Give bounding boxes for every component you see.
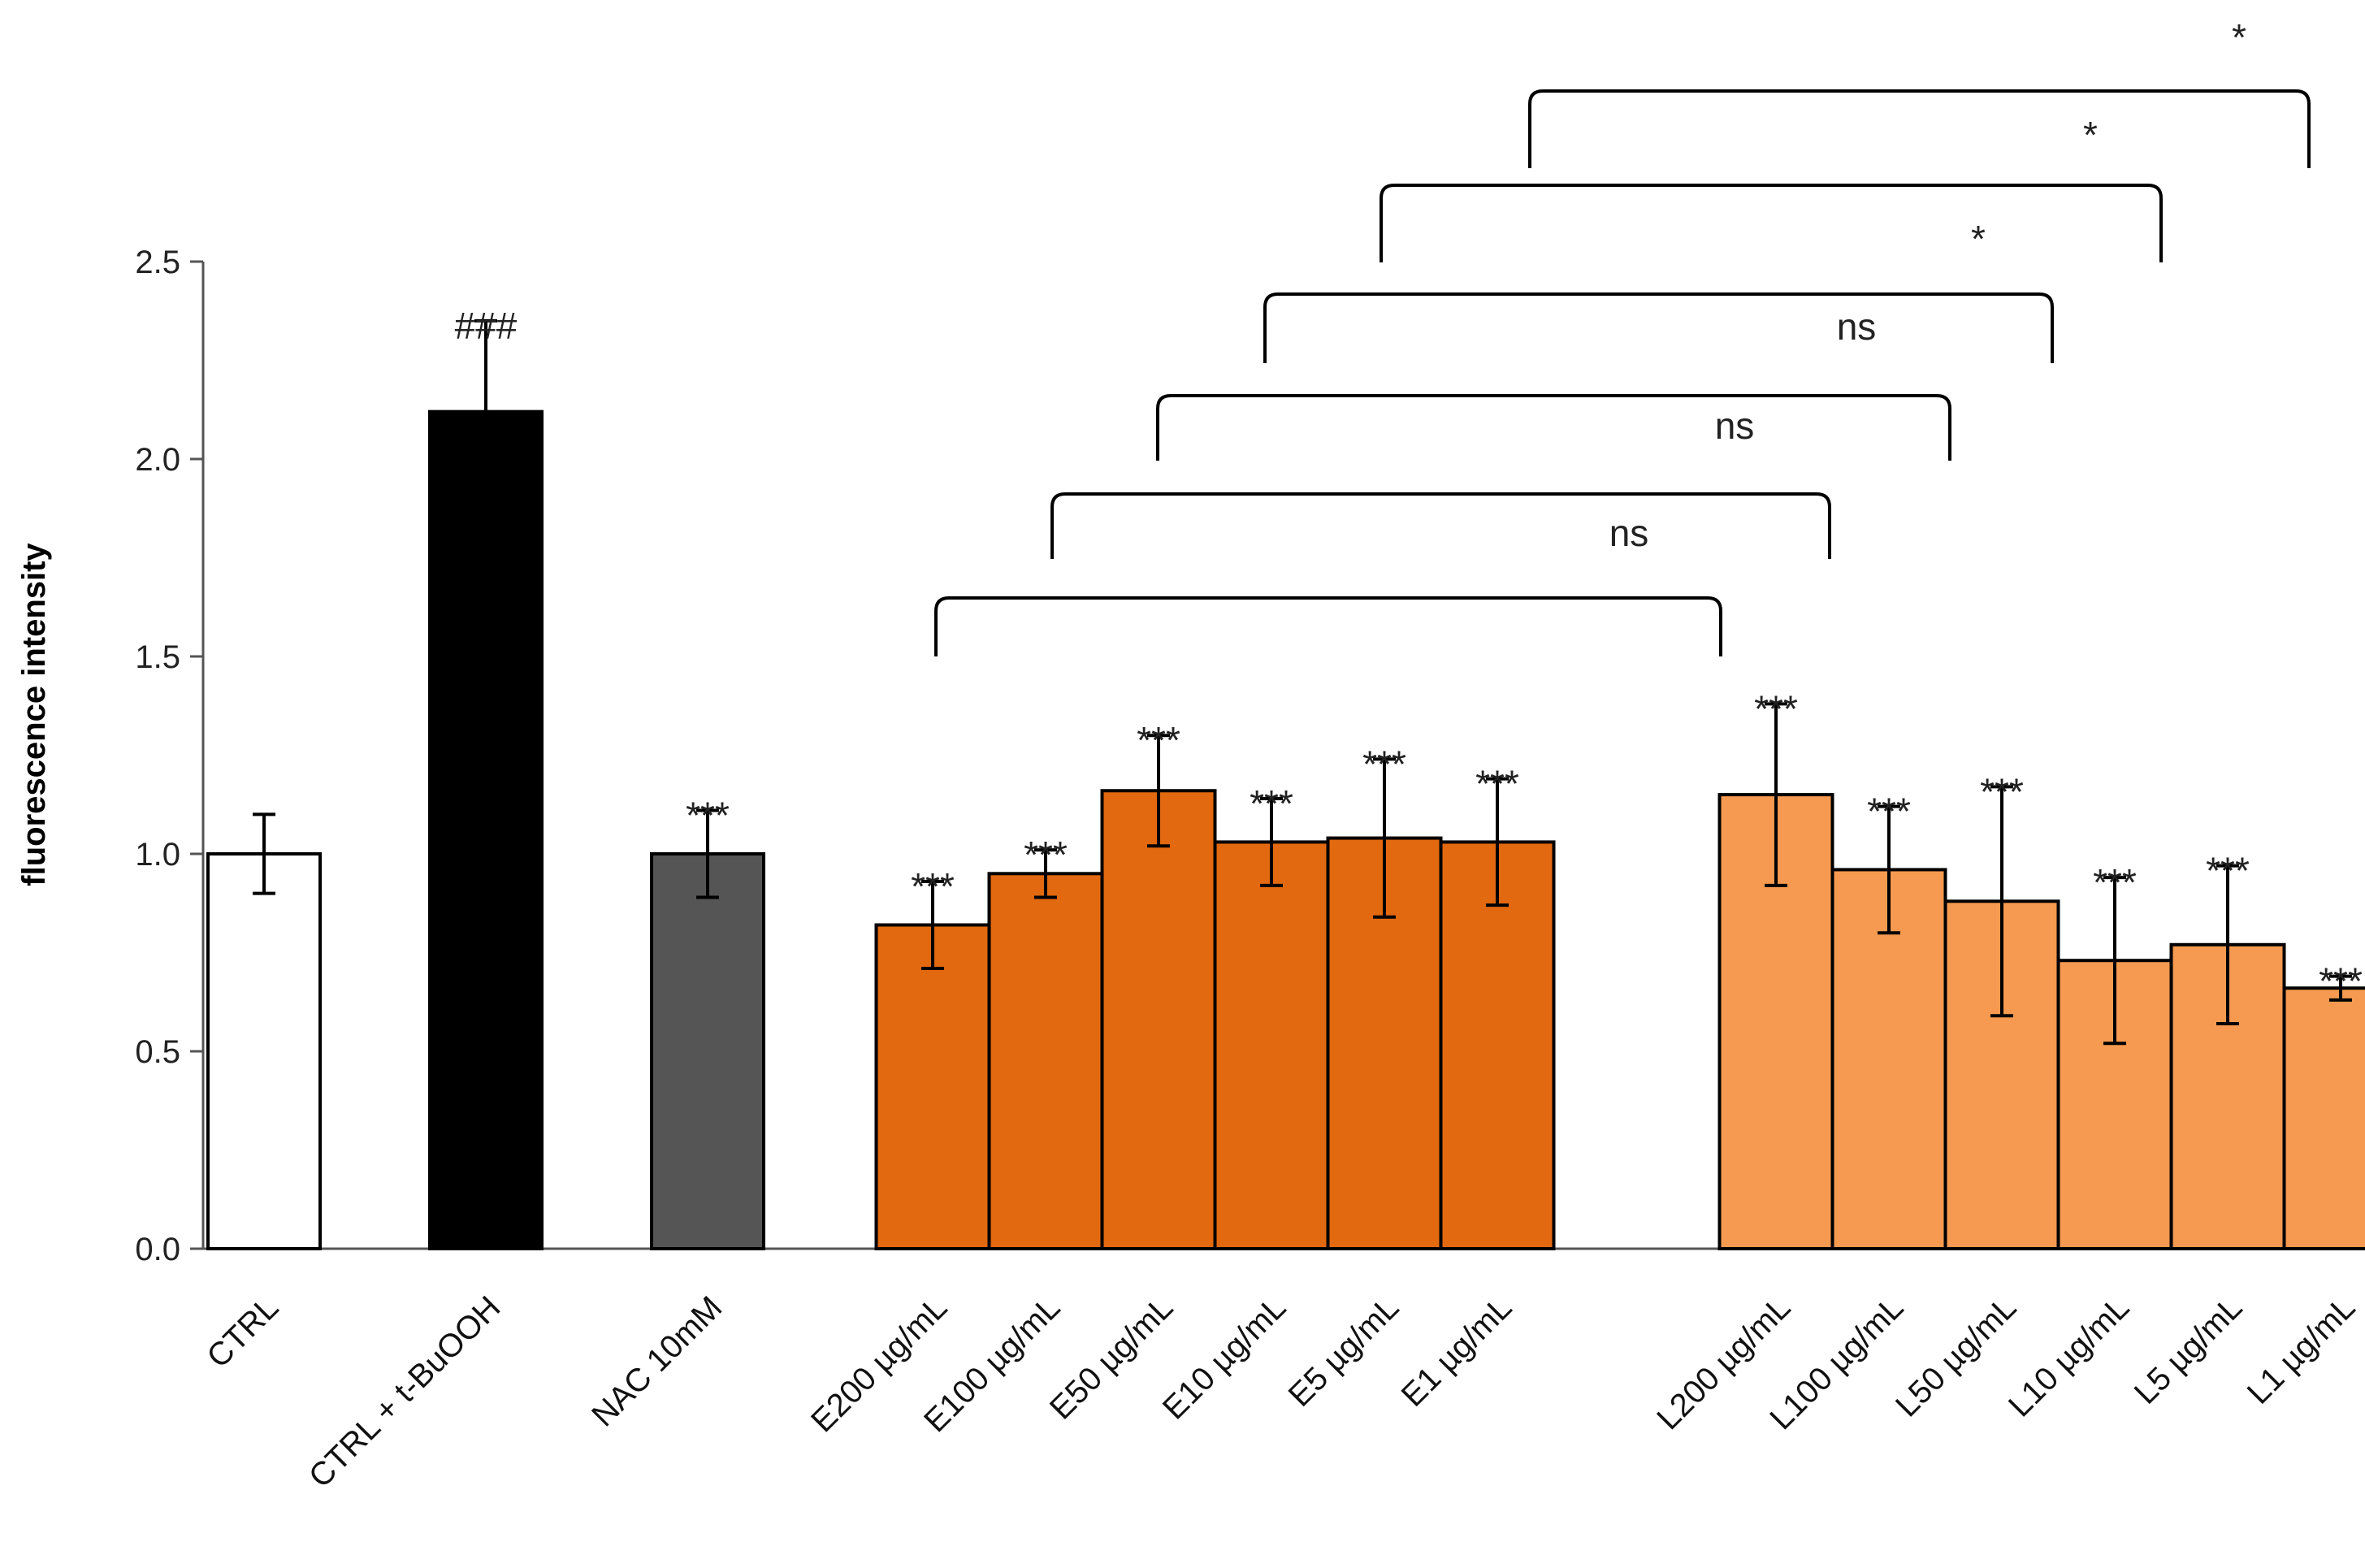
x-tick-label: NAC 10mM	[585, 1289, 729, 1433]
x-tick-label: L50 µg/mL	[1889, 1289, 2023, 1423]
bar	[1439, 840, 1556, 1251]
comparison-bracket	[1263, 292, 2054, 363]
bar	[650, 852, 765, 1250]
significance-label: ***	[1137, 719, 1180, 761]
significance-label: ***	[1867, 790, 1911, 833]
x-tick-label: CTRL	[200, 1289, 285, 1375]
bar	[206, 852, 322, 1250]
axes: 0.0 0.5 1.0 1.5 2.0 2.5	[135, 245, 2365, 1267]
y-tick-label: 2.5	[135, 245, 180, 280]
bar-annotations: ### *** *** *** *** *** *** *** *** *** *** *** *** *…	[455, 305, 2363, 1003]
x-tick-label: L10 µg/mL	[2002, 1289, 2136, 1423]
significance-label: ***	[1475, 763, 1519, 805]
x-tick-label: CTRL + t-BuOOH	[302, 1289, 507, 1494]
significance-label: ***	[911, 865, 955, 907]
comparison-bracket	[1050, 492, 1831, 559]
comparison-bracket	[1528, 89, 2311, 168]
significance-label: ***	[1250, 782, 1293, 825]
comparison-brackets: ns ns ns * * *	[934, 16, 2311, 656]
error-bars	[253, 318, 2352, 1046]
bar	[2169, 942, 2286, 1251]
bar	[987, 872, 1104, 1251]
significance-label: ***	[1754, 687, 1798, 730]
bar	[874, 923, 991, 1250]
significance-label: ***	[686, 795, 730, 837]
significance-label: ###	[455, 305, 518, 347]
comparison-label: ns	[1837, 305, 1877, 348]
significance-label: ***	[1024, 834, 1068, 876]
significance-label: ***	[1980, 770, 2024, 812]
bar	[1717, 793, 1834, 1250]
comparison-label: *	[1971, 218, 1986, 260]
y-tick-label: 1.0	[135, 837, 180, 873]
y-tick-label: 2.0	[135, 442, 180, 478]
x-tick-label: E10 µg/mL	[1156, 1289, 1293, 1426]
bar	[1100, 789, 1217, 1250]
y-tick-label: 0.0	[135, 1232, 180, 1267]
comparison-bracket	[1380, 184, 2163, 262]
significance-label: ***	[2206, 850, 2250, 892]
significance-label: ***	[1362, 743, 1406, 785]
comparison-label: *	[2232, 16, 2246, 58]
y-tick-label: 1.5	[135, 639, 180, 675]
y-axis-label: fluorescence intensity	[16, 543, 52, 886]
x-tick-label: E1 µg/mL	[1395, 1289, 1519, 1414]
y-tick-label: 0.5	[135, 1034, 180, 1070]
bars	[206, 409, 2365, 1251]
significance-label: ***	[2319, 960, 2363, 1003]
x-tick-label: L5 µg/mL	[2128, 1289, 2250, 1411]
comparison-label: ns	[1609, 512, 1649, 554]
x-tick-label: E50 µg/mL	[1043, 1289, 1180, 1426]
x-tick-label: L1 µg/mL	[2241, 1289, 2363, 1411]
bar	[2282, 986, 2365, 1250]
significance-label: ***	[2093, 861, 2137, 903]
x-tick-label: E5 µg/mL	[1282, 1289, 1406, 1414]
comparison-bracket	[1156, 394, 1951, 461]
x-tick-labels: CTRL CTRL + t-BuOOH NAC 10mM E200 µg/mLE100…	[200, 1289, 2362, 1494]
comparison-label: ns	[1715, 405, 1755, 447]
comparison-bracket	[934, 596, 1722, 656]
bar	[428, 409, 544, 1250]
bar	[1213, 840, 1330, 1251]
comparison-label: *	[2083, 114, 2098, 156]
